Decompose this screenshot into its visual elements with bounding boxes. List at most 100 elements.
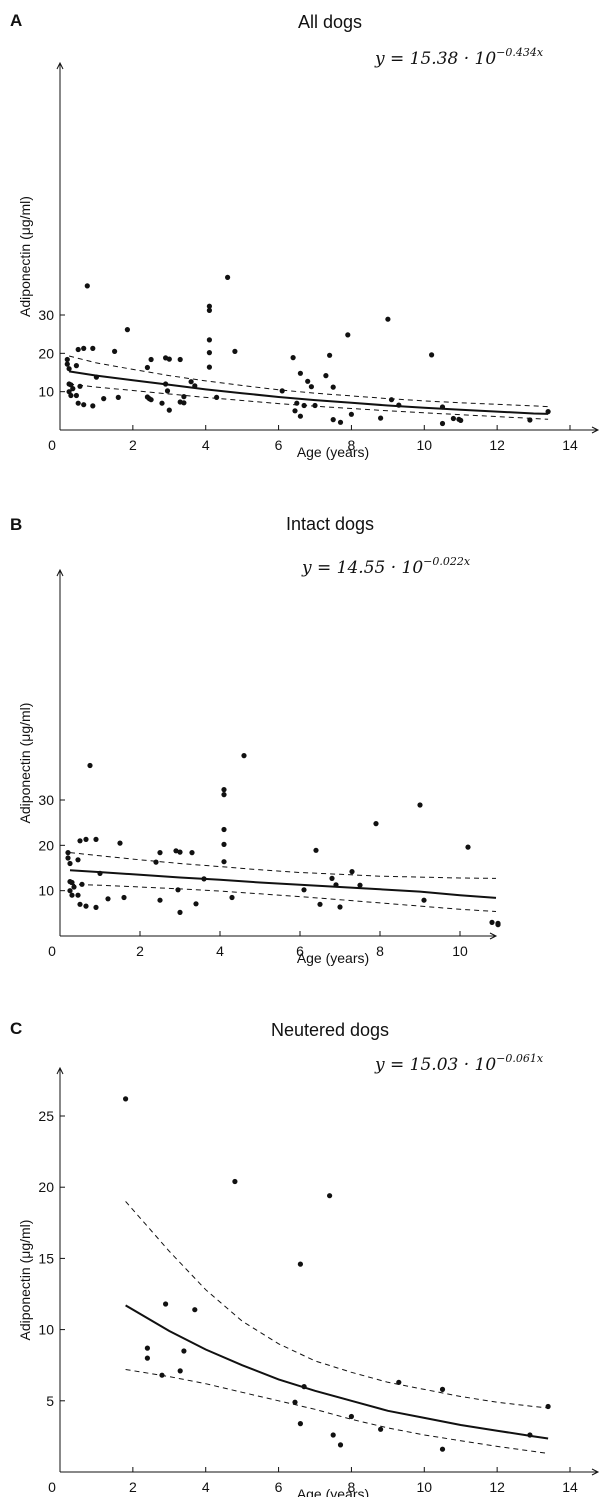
x-tick-label: 14 <box>562 1479 578 1495</box>
chart-panel-b: B Intact dogs y = 14.55 · 10−0.022x 0 2 4 6 8 10… <box>10 514 501 966</box>
chart-panel-a: A All dogs y = 15.38 · 10−0.434x 0 2 4 6 8 10 12 1… <box>10 11 600 460</box>
y-tick-label: 30 <box>38 307 54 323</box>
y-tick-label: 10 <box>38 883 54 899</box>
x-axis-label: Age (years) <box>297 1486 369 1497</box>
y-axis-label: Adiponectin (μg/ml) <box>17 1220 33 1341</box>
data-point <box>373 821 379 827</box>
data-point <box>301 887 307 893</box>
x-tick-label: 2 <box>129 1479 137 1495</box>
y-tick-label: 25 <box>38 1108 54 1124</box>
data-point <box>357 882 363 888</box>
data-point <box>189 850 195 856</box>
data-point <box>112 348 118 354</box>
y-tick-label: 20 <box>38 345 54 361</box>
data-point <box>177 849 183 855</box>
chart-title: All dogs <box>298 12 362 32</box>
data-point <box>77 901 83 907</box>
y-tick-label: 15 <box>38 1250 54 1266</box>
data-point <box>301 402 307 409</box>
data-point <box>144 1355 150 1361</box>
data-point <box>308 384 314 390</box>
data-point <box>93 836 99 843</box>
data-point <box>64 356 70 363</box>
data-point <box>348 1413 354 1420</box>
data-point <box>439 1446 446 1452</box>
data-point <box>330 1432 336 1438</box>
data-point <box>279 388 285 394</box>
data-point <box>173 848 179 854</box>
data-point <box>388 397 395 403</box>
data-point <box>181 394 187 400</box>
data-point <box>297 1261 303 1267</box>
data-point <box>73 363 79 369</box>
data-point <box>75 857 81 863</box>
data-point <box>101 396 107 402</box>
data-point <box>329 875 335 882</box>
fit-equation-base: y = 15.38 · 10 <box>374 49 496 69</box>
data-point <box>65 850 71 856</box>
data-point <box>69 892 75 898</box>
data-point <box>105 896 111 902</box>
data-point <box>305 378 311 384</box>
panel-letter: A <box>10 11 22 30</box>
fit-equation: y = 15.03 · 10−0.061x <box>374 1052 544 1075</box>
data-point <box>439 1386 446 1392</box>
y-axis-arrow <box>56 568 64 577</box>
data-point <box>93 374 99 380</box>
data-point <box>421 897 427 903</box>
data-point <box>144 364 150 371</box>
data-point <box>489 919 495 926</box>
fit-line <box>68 370 549 415</box>
data-point <box>221 787 227 793</box>
y-axis-arrow <box>56 61 64 70</box>
y-tick-label: 10 <box>38 1322 54 1338</box>
chart-panel-c: C Neutered dogs y = 15.03 · 10−0.061x 0 2 4 6 8… <box>10 1019 600 1502</box>
data-point <box>349 869 355 875</box>
data-point <box>429 352 435 358</box>
data-point <box>337 1442 344 1448</box>
data-point <box>327 352 333 358</box>
data-point <box>93 904 99 911</box>
data-point <box>71 884 77 890</box>
data-point <box>229 894 235 901</box>
data-point <box>294 400 300 406</box>
data-point <box>333 882 339 888</box>
data-point <box>297 413 303 419</box>
x-tick-label: 8 <box>348 437 356 453</box>
x-tick-label: 14 <box>562 437 578 453</box>
data-point <box>68 392 74 399</box>
data-point <box>206 303 212 309</box>
data-point <box>330 384 336 390</box>
data-point <box>124 327 130 333</box>
y-tick-label: 30 <box>38 792 54 808</box>
data-point <box>67 860 73 867</box>
data-point <box>77 383 83 389</box>
data-point <box>337 904 343 910</box>
data-point <box>181 400 187 406</box>
data-point <box>123 1096 129 1102</box>
data-point <box>148 356 154 363</box>
data-point <box>77 838 83 844</box>
chart-title: Intact dogs <box>286 514 374 534</box>
data-point <box>188 379 194 385</box>
x-tick-label: 4 <box>202 437 210 453</box>
x-tick-label: 2 <box>129 437 137 453</box>
data-point <box>214 394 220 400</box>
data-point <box>83 836 89 843</box>
x-axis-arrow <box>489 932 498 940</box>
data-point <box>73 392 79 399</box>
data-point <box>163 381 169 387</box>
data-point <box>221 792 227 798</box>
data-point <box>348 411 354 417</box>
x-tick-label: 12 <box>489 1479 505 1495</box>
x-tick-label: 10 <box>452 943 468 959</box>
data-point <box>396 1379 402 1385</box>
data-point <box>221 826 227 833</box>
x-axis-label: Age (years) <box>297 950 369 966</box>
chart-title: Neutered dogs <box>271 1020 389 1040</box>
y-tick-label: 20 <box>38 837 54 853</box>
x-tick-label: 8 <box>376 943 384 959</box>
data-point <box>292 408 298 414</box>
